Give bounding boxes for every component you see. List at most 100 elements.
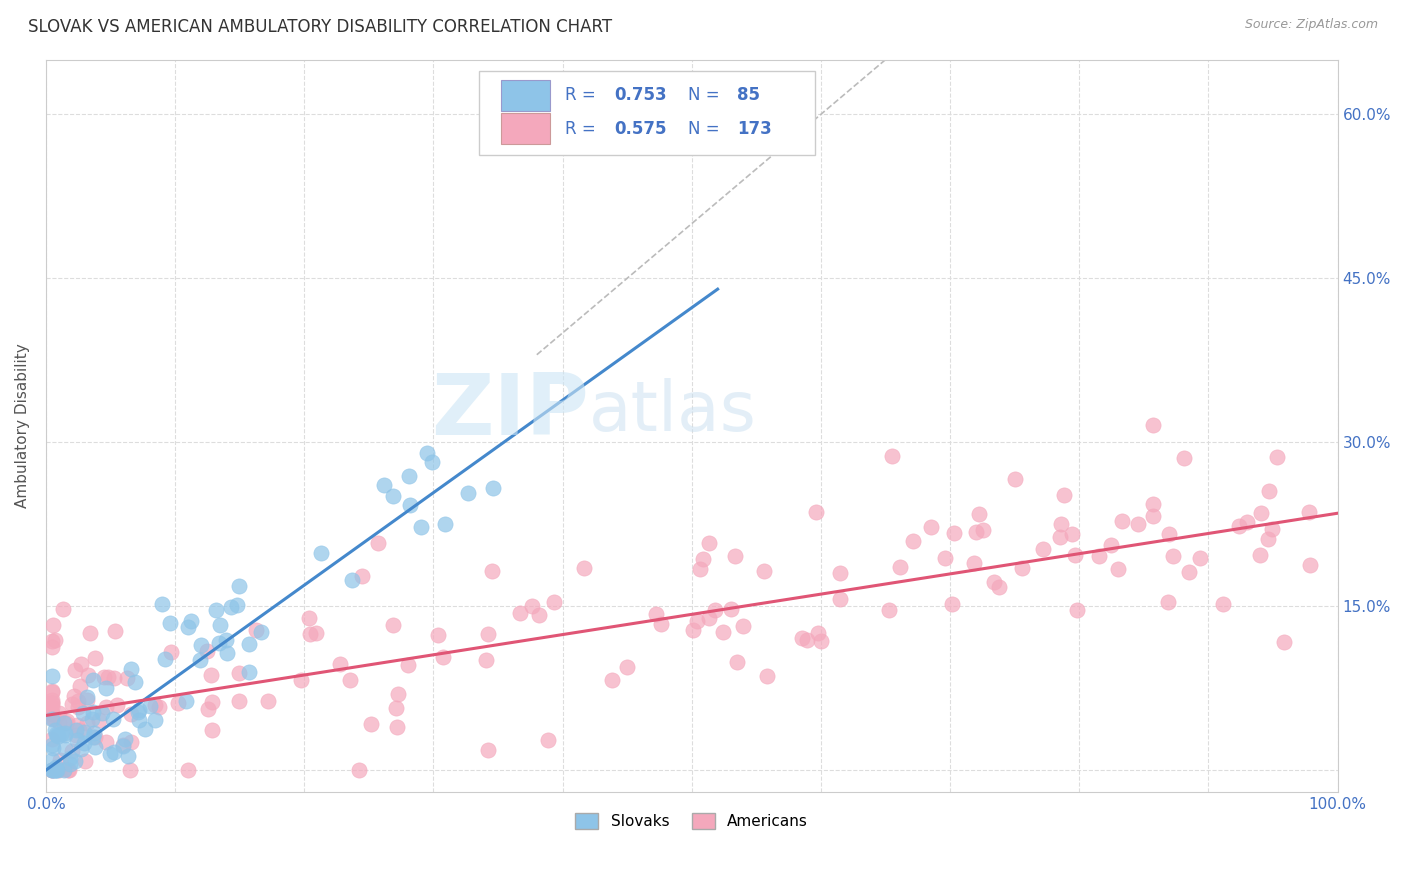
Point [352, 569, 374, 583]
Point [704, 602, 727, 616]
Point [65, 723, 87, 738]
Point [889, 560, 911, 574]
Point [1064, 548, 1087, 562]
Point [41, 692, 63, 706]
Point [65, 663, 87, 677]
Point [73, 736, 96, 750]
Point [411, 519, 433, 533]
Point [67, 723, 90, 737]
Point [46, 729, 69, 743]
Point [1107, 562, 1129, 576]
Point [225, 598, 247, 612]
Point [398, 498, 420, 512]
Point [63, 689, 86, 703]
Point [41, 706, 63, 721]
Point [153, 652, 176, 666]
Point [720, 602, 742, 616]
Point [1188, 551, 1211, 566]
Point [124, 675, 146, 690]
Point [969, 508, 991, 522]
Point [58, 751, 80, 765]
Point [56, 714, 79, 728]
Point [128, 713, 150, 727]
Point [1066, 603, 1088, 617]
Point [477, 627, 499, 641]
Point [160, 645, 183, 659]
Point [41, 618, 63, 632]
Point [882, 449, 904, 463]
Point [52, 715, 75, 730]
Point [66, 733, 89, 747]
Point [41, 684, 63, 698]
Point [792, 631, 814, 645]
Point [711, 624, 734, 639]
Point [82, 712, 104, 726]
Point [457, 485, 479, 500]
Point [1257, 533, 1279, 547]
Point [257, 694, 280, 708]
Point [724, 549, 747, 563]
Point [616, 660, 638, 674]
Point [60, 697, 83, 711]
Point [529, 608, 551, 623]
Point [339, 673, 361, 687]
Point [1088, 549, 1111, 564]
Point [82, 673, 104, 688]
Point [398, 658, 420, 673]
Point [87, 713, 110, 727]
Point [72, 706, 94, 720]
Point [983, 574, 1005, 589]
Point [385, 720, 408, 734]
Point [650, 616, 672, 631]
Point [1050, 517, 1073, 532]
Point [167, 696, 190, 710]
Point [84, 651, 107, 665]
Point [1128, 516, 1150, 531]
Point [920, 520, 942, 534]
Point [644, 607, 666, 622]
Point [41, 763, 63, 777]
Point [76, 690, 98, 705]
Point [1053, 488, 1076, 502]
Point [1265, 450, 1288, 465]
Point [41, 712, 63, 726]
Point [97, 670, 120, 684]
Point [98, 747, 121, 761]
Point [48, 706, 70, 720]
Point [69, 679, 91, 693]
Point [1142, 497, 1164, 511]
Point [120, 707, 142, 722]
Point [238, 665, 260, 679]
Point [112, 739, 135, 753]
Point [1157, 595, 1180, 609]
Point [82, 705, 104, 719]
Point [41, 763, 63, 777]
Point [1250, 507, 1272, 521]
Point [41, 700, 63, 714]
Point [972, 523, 994, 537]
Point [114, 732, 136, 747]
Point [96, 735, 118, 749]
Point [45, 763, 67, 777]
Point [208, 636, 231, 650]
Point [807, 626, 830, 640]
Point [41, 697, 63, 711]
Bar [501, 113, 550, 144]
Point [804, 505, 827, 519]
Point [83, 726, 105, 740]
Text: R =: R = [565, 87, 602, 104]
Point [45, 727, 67, 741]
Point [127, 705, 149, 719]
Point [112, 739, 135, 754]
Point [434, 517, 457, 532]
Point [340, 573, 363, 587]
Point [118, 763, 141, 777]
Point [91, 706, 114, 720]
Point [48, 753, 70, 767]
Point [188, 653, 211, 667]
Point [46, 763, 69, 777]
Point [75, 754, 97, 768]
Point [67, 699, 90, 714]
Point [382, 490, 405, 504]
Point [53, 728, 76, 742]
